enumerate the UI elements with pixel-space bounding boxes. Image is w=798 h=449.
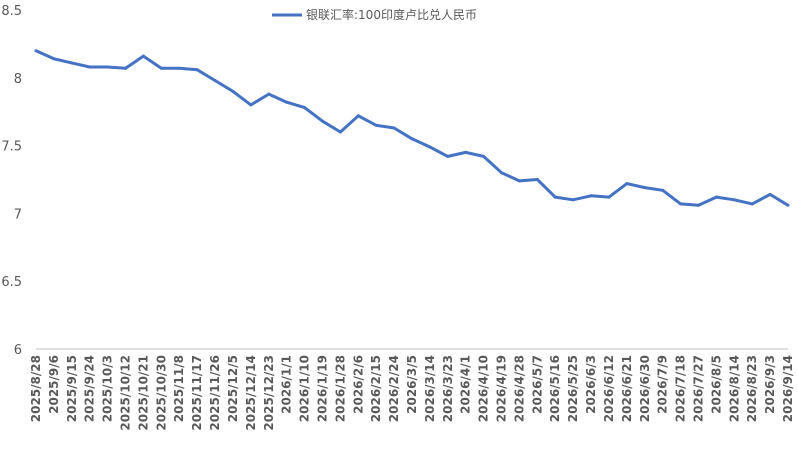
data-point [625,182,629,186]
data-point [535,178,539,181]
data-point [249,103,253,107]
x-tick-label: 2026/1/19 [315,355,329,422]
x-tick-label: 2026/8/23 [745,355,759,422]
y-tick-label: 7.5 [1,140,22,155]
data-point [106,65,110,69]
x-tick-label: 2025/11/8 [172,355,186,422]
data-point [392,126,396,130]
data-point [732,198,736,202]
data-point [750,202,754,206]
x-tick-label: 2026/7/9 [656,355,670,414]
y-tick-label: 6.5 [1,275,22,290]
x-tick-label: 2026/6/21 [620,355,634,422]
data-point [464,150,468,154]
data-point [213,79,217,82]
x-tick-label: 2026/1/28 [333,355,347,422]
data-point [410,137,414,141]
x-tick-label: 2026/2/24 [387,355,401,422]
y-axis: 8.5 8 7.5 7 6.5 6 [1,4,22,358]
x-tick-label: 2025/12/5 [226,355,240,422]
data-point [714,195,718,199]
x-tick-label: 2026/5/25 [566,355,580,422]
data-point [338,130,342,134]
data-point [446,154,450,158]
data-point [661,188,665,192]
y-tick-label: 8 [14,72,22,87]
data-point [267,92,271,96]
data-point [679,202,683,206]
data-point [786,203,790,207]
x-tick-label: 2025/8/28 [29,355,43,422]
data-point [607,195,611,199]
x-tick-label: 2025/10/12 [119,355,133,431]
x-tick-label: 2025/12/14 [244,355,258,431]
series-layer [34,49,790,207]
x-tick-label: 2025/9/15 [65,355,79,422]
x-tick-label: 2026/9/3 [763,355,777,414]
x-tick-label: 2025/10/3 [101,355,115,422]
x-tick-label: 2026/3/5 [405,355,419,414]
data-point [500,171,503,175]
data-point [643,186,647,190]
x-tick-label: 2026/6/30 [638,355,652,422]
data-point [195,68,199,72]
x-tick-label: 2025/9/6 [47,355,61,414]
x-tick-label: 2026/6/3 [584,355,598,414]
data-point [141,54,145,58]
data-point [285,100,289,104]
x-tick-label: 2025/11/17 [190,355,204,431]
x-tick-label: 2026/2/15 [369,355,383,422]
x-tick-label: 2026/5/7 [530,355,544,414]
x-tick-label: 2026/3/14 [423,355,437,422]
data-point [571,198,575,202]
x-tick-label: 2026/1/1 [280,355,294,414]
legend-label: 银联汇率:100印度卢比兑人民币 [306,7,477,22]
data-point [88,65,92,69]
x-tick-label: 2025/11/26 [208,355,222,431]
x-tick-label: 2026/7/18 [674,355,688,422]
x-tick-label: 2026/8/5 [709,355,723,414]
data-point [356,114,360,118]
data-point [697,203,700,207]
x-tick-label: 2026/6/12 [602,355,616,422]
x-tick-label: 2026/4/10 [477,355,491,422]
x-tick-label: 2026/4/19 [495,355,509,422]
data-point [374,123,378,127]
data-point [70,61,74,65]
legend: 银联汇率:100印度卢比兑人民币 [272,7,477,22]
x-tick-label: 2026/3/23 [441,355,455,422]
data-point [231,89,235,93]
data-point [428,145,432,149]
x-tick-label: 2026/8/14 [727,355,741,422]
y-tick-label: 7 [14,207,22,222]
x-tick-label: 2026/1/10 [298,355,312,422]
x-tick-label: 2026/4/28 [512,355,526,422]
data-point [159,66,163,70]
data-point [589,194,593,198]
data-point [768,192,772,196]
x-tick-label: 2026/7/27 [691,355,705,422]
y-tick-label: 6 [14,343,22,358]
data-point [177,66,181,70]
series-line [35,49,789,207]
x-tick-label: 2026/5/16 [548,355,562,422]
x-tick-label: 2026/2/6 [351,355,365,414]
data-point [303,106,307,110]
x-axis: 2025/8/28 2025/9/6 2025/9/15 2025/9/24 2025/… [29,355,795,431]
x-tick-label: 2025/12/23 [262,355,276,431]
data-point [553,195,557,199]
data-point [517,179,521,183]
y-tick-label: 8.5 [1,4,22,19]
data-point [124,66,127,70]
data-point [321,119,324,123]
x-tick-label: 2025/10/21 [136,355,150,431]
x-tick-label: 2025/10/30 [154,355,168,431]
data-point [34,49,38,53]
data-point [482,154,486,158]
x-tick-label: 2025/9/24 [83,355,97,422]
data-point [52,57,56,61]
x-tick-label: 2026/4/1 [459,355,473,414]
x-tick-label: 2026/9/14 [781,355,795,422]
